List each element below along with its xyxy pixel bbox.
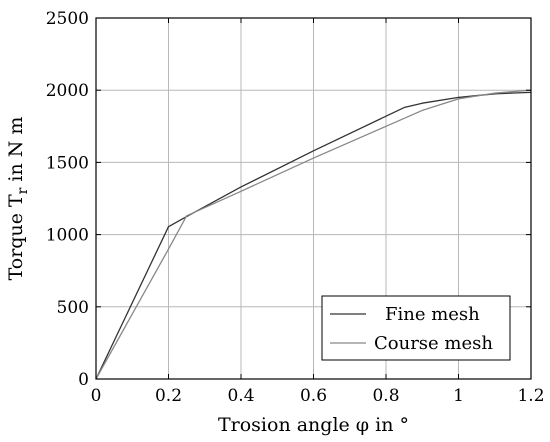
series-line-course-mesh <box>95 89 532 380</box>
x-tick-label: 0.6 <box>300 386 327 406</box>
y-axis-label-main: Torque T <box>5 194 27 280</box>
legend: Fine mesh Course mesh <box>321 295 511 361</box>
y-tick-label: 1000 <box>46 226 89 246</box>
series-line-fine-mesh <box>95 91 532 380</box>
legend-box <box>321 295 511 361</box>
y-axis-label: Torque Tr in N m <box>5 117 31 281</box>
axis-tick-marks <box>95 17 532 380</box>
x-axis-label: Trosion angle φ in ° <box>218 414 409 436</box>
x-tick-label: 0.8 <box>372 386 399 406</box>
y-tick-label: 2500 <box>46 9 89 29</box>
x-tick-label: 0.2 <box>155 386 182 406</box>
y-tick-label: 1500 <box>46 153 89 173</box>
y-tick-label: 2000 <box>46 81 89 101</box>
y-axis-label-subscript: r <box>15 187 31 194</box>
x-tick-label: 1 <box>453 386 464 406</box>
x-tick-label: 1.2 <box>517 386 544 406</box>
y-tick-labels: 0 500 1000 1500 2000 2500 <box>46 9 89 390</box>
x-tick-labels: 0 0.2 0.4 0.6 0.8 1 1.2 <box>91 386 545 406</box>
y-tick-label: 500 <box>57 298 89 318</box>
x-tick-label: 0 <box>91 386 102 406</box>
series-lines <box>95 89 532 380</box>
legend-label-fine-mesh: Fine mesh <box>385 304 480 325</box>
x-tick-label: 0.4 <box>227 386 254 406</box>
legend-label-course-mesh: Course mesh <box>374 333 493 354</box>
y-tick-label: 0 <box>78 370 89 390</box>
y-axis-label-suffix: in N m <box>5 117 27 188</box>
